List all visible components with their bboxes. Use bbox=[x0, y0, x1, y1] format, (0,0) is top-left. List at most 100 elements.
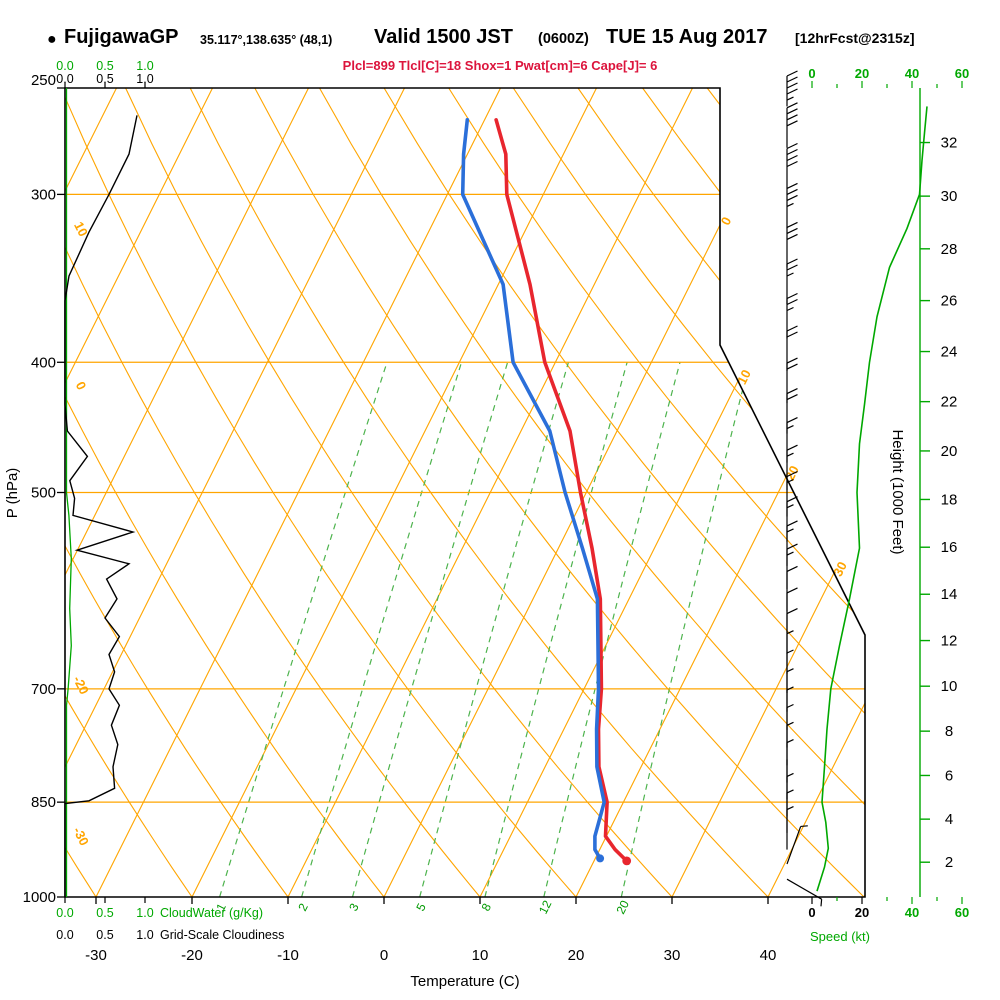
wind-barb-half-tick bbox=[786, 686, 794, 691]
wind-barb-full-tick bbox=[786, 114, 798, 121]
wind-barb-half-tick bbox=[786, 504, 794, 509]
mixing-ratio-label: 20 bbox=[613, 898, 632, 917]
speed-axis-label-bottom: 40 bbox=[905, 905, 919, 920]
height-axis-label: 16 bbox=[941, 539, 958, 556]
wind-barb-half-tick bbox=[820, 899, 823, 907]
wind-barb-full-tick bbox=[786, 264, 798, 271]
wind-barb-full-tick bbox=[786, 357, 798, 364]
cloudiness-scale-label-top: 0.5 bbox=[96, 72, 113, 86]
wind-barb-staff bbox=[786, 826, 802, 865]
height-axis-label: 4 bbox=[945, 811, 953, 828]
wind-barb-full-tick bbox=[786, 88, 798, 95]
wind-barb-full-tick bbox=[786, 82, 798, 89]
height-axis-label: 32 bbox=[941, 135, 958, 152]
stability-parameters: Plcl=899 Tlcl[C]=18 Shox=1 Pwat[cm]=6 Ca… bbox=[342, 58, 658, 73]
wind-barb-staff bbox=[786, 878, 822, 900]
height-axis-label: 28 bbox=[941, 241, 958, 258]
forecast-tag: [12hrFcst@2315z] bbox=[795, 30, 915, 46]
wind-barb bbox=[786, 142, 798, 189]
cloudwater-curve bbox=[65, 88, 72, 897]
height-axis-label: 22 bbox=[941, 394, 958, 411]
mixing-ratio-line bbox=[543, 362, 681, 897]
dry-adiabat-line bbox=[65, 88, 481, 897]
wind-barb-full-tick bbox=[786, 496, 798, 503]
wind-barb bbox=[786, 221, 798, 268]
isotherm-line bbox=[767, 88, 865, 897]
wind-barb bbox=[786, 388, 798, 434]
speed-axis-title: Speed (kt) bbox=[810, 929, 870, 944]
pressure-gridlines bbox=[65, 193, 865, 803]
mixing-ratio-label: 5 bbox=[413, 901, 429, 914]
isotherm-line bbox=[65, 88, 213, 897]
mixing-ratio-label: 8 bbox=[479, 901, 495, 914]
wind-barb-half-tick bbox=[786, 96, 794, 101]
height-axis-label: 12 bbox=[941, 633, 958, 650]
wind-barb-half-tick bbox=[786, 306, 794, 312]
temperature-axis-label: -30 bbox=[85, 947, 107, 964]
wind-barb-full-tick bbox=[786, 148, 798, 156]
dry-adiabat-line bbox=[189, 88, 769, 897]
mixing-ratio-line bbox=[219, 362, 388, 897]
temperature-axis-label: 40 bbox=[760, 947, 777, 964]
wind-barb-full-tick bbox=[786, 154, 798, 162]
height-axis-label: 20 bbox=[941, 443, 958, 460]
valid-time: Valid 1500 JST bbox=[374, 26, 513, 48]
wind-barb bbox=[786, 825, 808, 865]
pressure-axis-label: 250 bbox=[31, 72, 56, 89]
wind-barb-half-tick bbox=[786, 739, 794, 744]
wind-barb-half-tick bbox=[786, 551, 794, 556]
speed-axis-label-bottom: 0 bbox=[808, 905, 815, 920]
wind-barb-full-tick bbox=[786, 194, 798, 201]
dewpoint-curve bbox=[460, 118, 606, 861]
cloudwater-scale-label-top: 0.5 bbox=[96, 59, 113, 73]
isotherm-line bbox=[671, 88, 865, 897]
dewpoint-surface-dot bbox=[596, 854, 605, 863]
dry-adiabat-label: -20 bbox=[70, 673, 92, 697]
wind-barb-full-tick bbox=[786, 388, 798, 395]
pressure-axis-label: 400 bbox=[31, 354, 56, 371]
wind-barb-full-tick bbox=[786, 417, 798, 424]
wind-barb-full-tick bbox=[786, 470, 798, 478]
height-axis-label: 18 bbox=[941, 491, 958, 508]
wind-barb bbox=[786, 258, 798, 304]
wind-barb bbox=[786, 772, 794, 817]
speed-profile-group: 0 0 20 20 40 40 60 60 bbox=[808, 66, 969, 920]
height-axis-label: 2 bbox=[945, 854, 953, 871]
dry-adiabat-line bbox=[125, 88, 673, 897]
wind-barb-full-tick bbox=[786, 108, 798, 115]
wind-barb-full-tick bbox=[786, 233, 798, 240]
pressure-axis-label: 700 bbox=[31, 681, 56, 698]
height-axis-label: 6 bbox=[945, 767, 953, 784]
mixing-ratio-label: 2 bbox=[295, 901, 311, 914]
temperature-surface-dot bbox=[622, 856, 632, 866]
wind-barb-full-tick bbox=[786, 363, 798, 370]
dry-adiabat-line bbox=[65, 88, 193, 897]
dry-adiabat-line bbox=[512, 88, 865, 897]
sounding-profiles bbox=[64, 88, 632, 897]
wind-barb-full-tick bbox=[786, 608, 798, 615]
pressure-axis-label: 1000 bbox=[23, 889, 56, 906]
wind-barb-half-tick bbox=[786, 772, 794, 777]
temperature-axis-label: -10 bbox=[277, 947, 299, 964]
valid-time-z: (0600Z) bbox=[538, 31, 589, 47]
cloudiness-scale-label-bottom: 0.5 bbox=[96, 928, 113, 942]
temperature-axis-title: Temperature (C) bbox=[410, 973, 519, 990]
isotherm-line bbox=[863, 88, 865, 897]
dry-adiabat-label: 0 bbox=[73, 379, 90, 392]
wind-barb-half-tick bbox=[786, 703, 794, 709]
wind-barb-half-tick bbox=[786, 452, 794, 457]
wind-barb-half-tick bbox=[786, 649, 794, 654]
wind-barb-full-tick bbox=[786, 444, 798, 451]
wind-barb-full-tick bbox=[786, 298, 798, 306]
wind-barb-half-tick bbox=[786, 528, 794, 533]
wind-barb bbox=[786, 520, 798, 566]
cloudiness-scale-label-top: 0.0 bbox=[56, 72, 73, 86]
cloudwater-scale-label-bottom: 1.0 bbox=[136, 906, 153, 920]
height-axis-label: 24 bbox=[941, 344, 958, 361]
dry-adiabat-line bbox=[319, 88, 865, 897]
speed-axis-label-top: 60 bbox=[955, 66, 969, 81]
wind-barb-full-tick bbox=[786, 102, 798, 109]
